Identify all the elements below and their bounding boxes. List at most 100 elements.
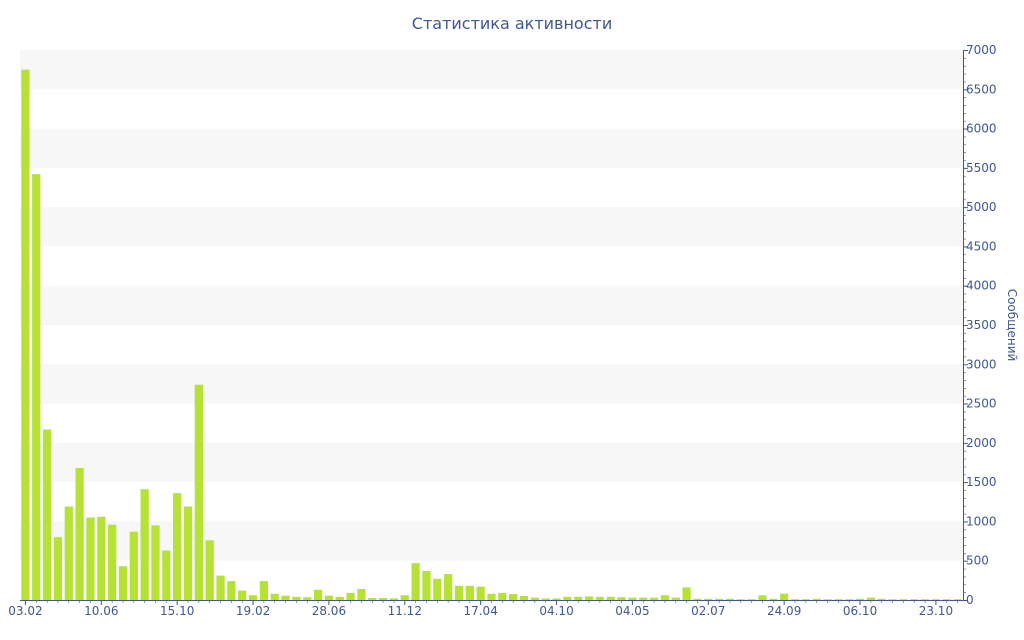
bar	[595, 596, 605, 600]
bar	[281, 595, 290, 600]
y-tick-label: 2500	[966, 397, 997, 411]
bar	[324, 595, 334, 600]
bar	[509, 594, 518, 600]
bar	[617, 597, 626, 600]
bar	[368, 598, 377, 600]
bar	[725, 598, 735, 600]
x-tick-label: 28.06	[312, 604, 346, 618]
bar	[151, 525, 160, 600]
bar	[292, 596, 301, 600]
x-tick-label: 06.10	[843, 604, 877, 618]
bar	[920, 599, 930, 600]
bar	[780, 593, 789, 600]
grid-band	[20, 50, 963, 90]
x-tick-label: 19.02	[236, 604, 270, 618]
y-tick-label: 1500	[966, 475, 997, 489]
bar	[129, 531, 138, 600]
x-tick-label: 04.05	[615, 604, 649, 618]
chart-title: Статистика активности	[411, 14, 613, 33]
bar	[238, 590, 247, 600]
bar	[606, 596, 615, 600]
grid-band	[20, 128, 963, 168]
bar	[476, 586, 485, 600]
bar	[736, 599, 745, 600]
bar	[42, 429, 52, 600]
bar	[541, 598, 550, 600]
y-tick-label: 6000	[966, 122, 997, 136]
y-tick-label: 500	[966, 554, 989, 568]
bar	[704, 598, 713, 600]
bar	[64, 506, 73, 600]
grid-band	[20, 364, 963, 404]
bar	[845, 599, 854, 600]
x-tick-label: 17.04	[463, 604, 497, 618]
bar	[97, 516, 106, 600]
y-tick-label: 2000	[966, 436, 997, 450]
bar-series	[21, 69, 962, 600]
bar	[162, 550, 171, 600]
bar	[747, 599, 756, 600]
bar	[205, 540, 214, 600]
bar	[108, 524, 117, 600]
bar	[888, 599, 897, 600]
bar	[910, 599, 919, 600]
bar	[552, 598, 561, 600]
x-tick-label: 02.07	[691, 604, 725, 618]
bar	[183, 506, 193, 600]
bar	[899, 599, 908, 600]
grid-bands	[20, 50, 963, 561]
bar	[671, 597, 680, 600]
bar	[21, 69, 30, 600]
bar	[357, 589, 366, 600]
bar	[75, 468, 84, 600]
bar	[834, 599, 843, 600]
bar	[758, 595, 767, 600]
y-tick-label: 0	[966, 593, 974, 607]
bar	[649, 597, 659, 600]
x-axis-ticks: 03.02 10.06 15.10 19.02 28.06 11.12 17.04 04.10…	[8, 600, 958, 618]
bar	[931, 599, 941, 600]
bar	[660, 595, 670, 600]
bar	[335, 596, 344, 600]
grid-band	[20, 285, 963, 325]
grid-band	[20, 207, 963, 247]
bar	[173, 493, 182, 600]
bar	[693, 598, 702, 600]
x-tick-label: 24.09	[767, 604, 801, 618]
bar	[303, 597, 312, 600]
bar	[32, 174, 41, 600]
bar	[53, 537, 63, 600]
bar	[227, 581, 236, 600]
y-axis-label: Сообщений	[1005, 289, 1019, 362]
x-tick-label: 15.10	[160, 604, 194, 618]
bar	[498, 592, 507, 600]
bar	[715, 598, 724, 600]
bar	[769, 598, 778, 600]
bar	[270, 593, 279, 600]
bar	[433, 578, 442, 600]
bar	[563, 596, 572, 600]
x-tick-label: 04.10	[539, 604, 573, 618]
y-tick-label: 3000	[966, 357, 997, 371]
y-tick-label: 5000	[966, 200, 997, 214]
x-tick-label: 23.10	[919, 604, 953, 618]
bar	[953, 599, 962, 600]
bar	[465, 585, 474, 600]
bar	[628, 597, 637, 600]
bar	[682, 587, 691, 600]
bar	[454, 585, 464, 600]
bar	[823, 599, 832, 600]
x-tick-label: 03.02	[8, 604, 42, 618]
bar	[400, 595, 409, 600]
y-tick-label: 7000	[966, 43, 997, 57]
bar	[866, 597, 875, 600]
bar	[942, 599, 951, 600]
bar	[487, 593, 496, 600]
bar	[378, 598, 388, 600]
bar	[877, 598, 886, 600]
bar	[389, 598, 399, 600]
y-tick-label: 4000	[966, 279, 997, 293]
x-tick-label: 10.06	[84, 604, 118, 618]
grid-band	[20, 521, 963, 561]
